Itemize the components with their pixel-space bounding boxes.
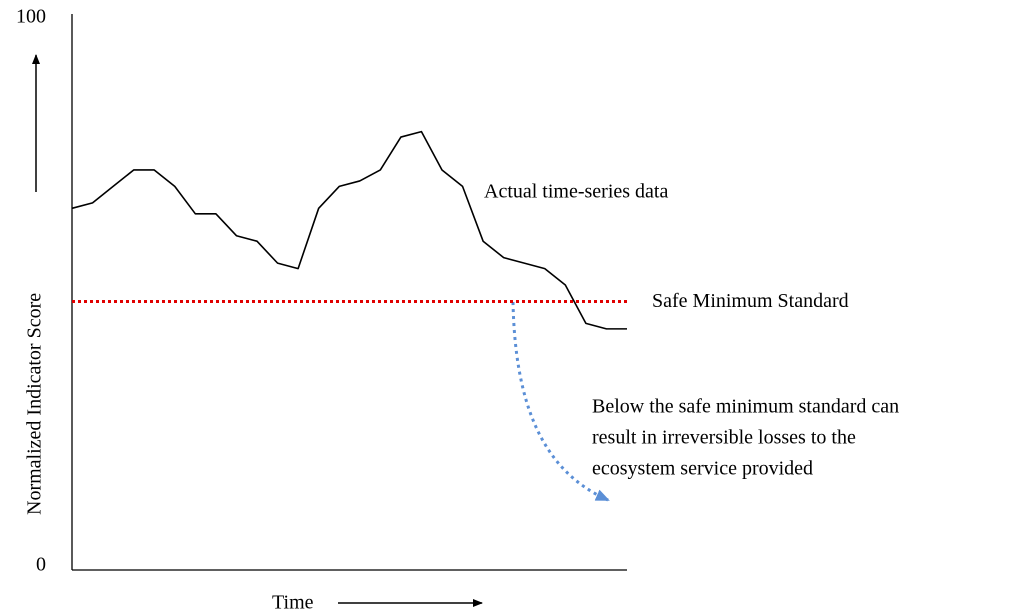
x-axis-label: Time: [272, 592, 314, 613]
y-tick-label: 100: [16, 6, 46, 28]
warning-arrow: [511, 301, 610, 502]
warning-annotation: Below the safe minimum standard can: [592, 396, 899, 418]
data-line: [71, 130, 627, 330]
y-tick-label: 0: [36, 554, 46, 576]
reference-label: Safe Minimum Standard: [652, 290, 849, 312]
warning-annotation: result in irreversible losses to the: [592, 427, 856, 449]
y-axis-label: Normalized Indicator Score: [24, 293, 46, 515]
series-annotation: Actual time-series data: [484, 181, 668, 203]
warning-annotation: ecosystem service provided: [592, 458, 813, 480]
